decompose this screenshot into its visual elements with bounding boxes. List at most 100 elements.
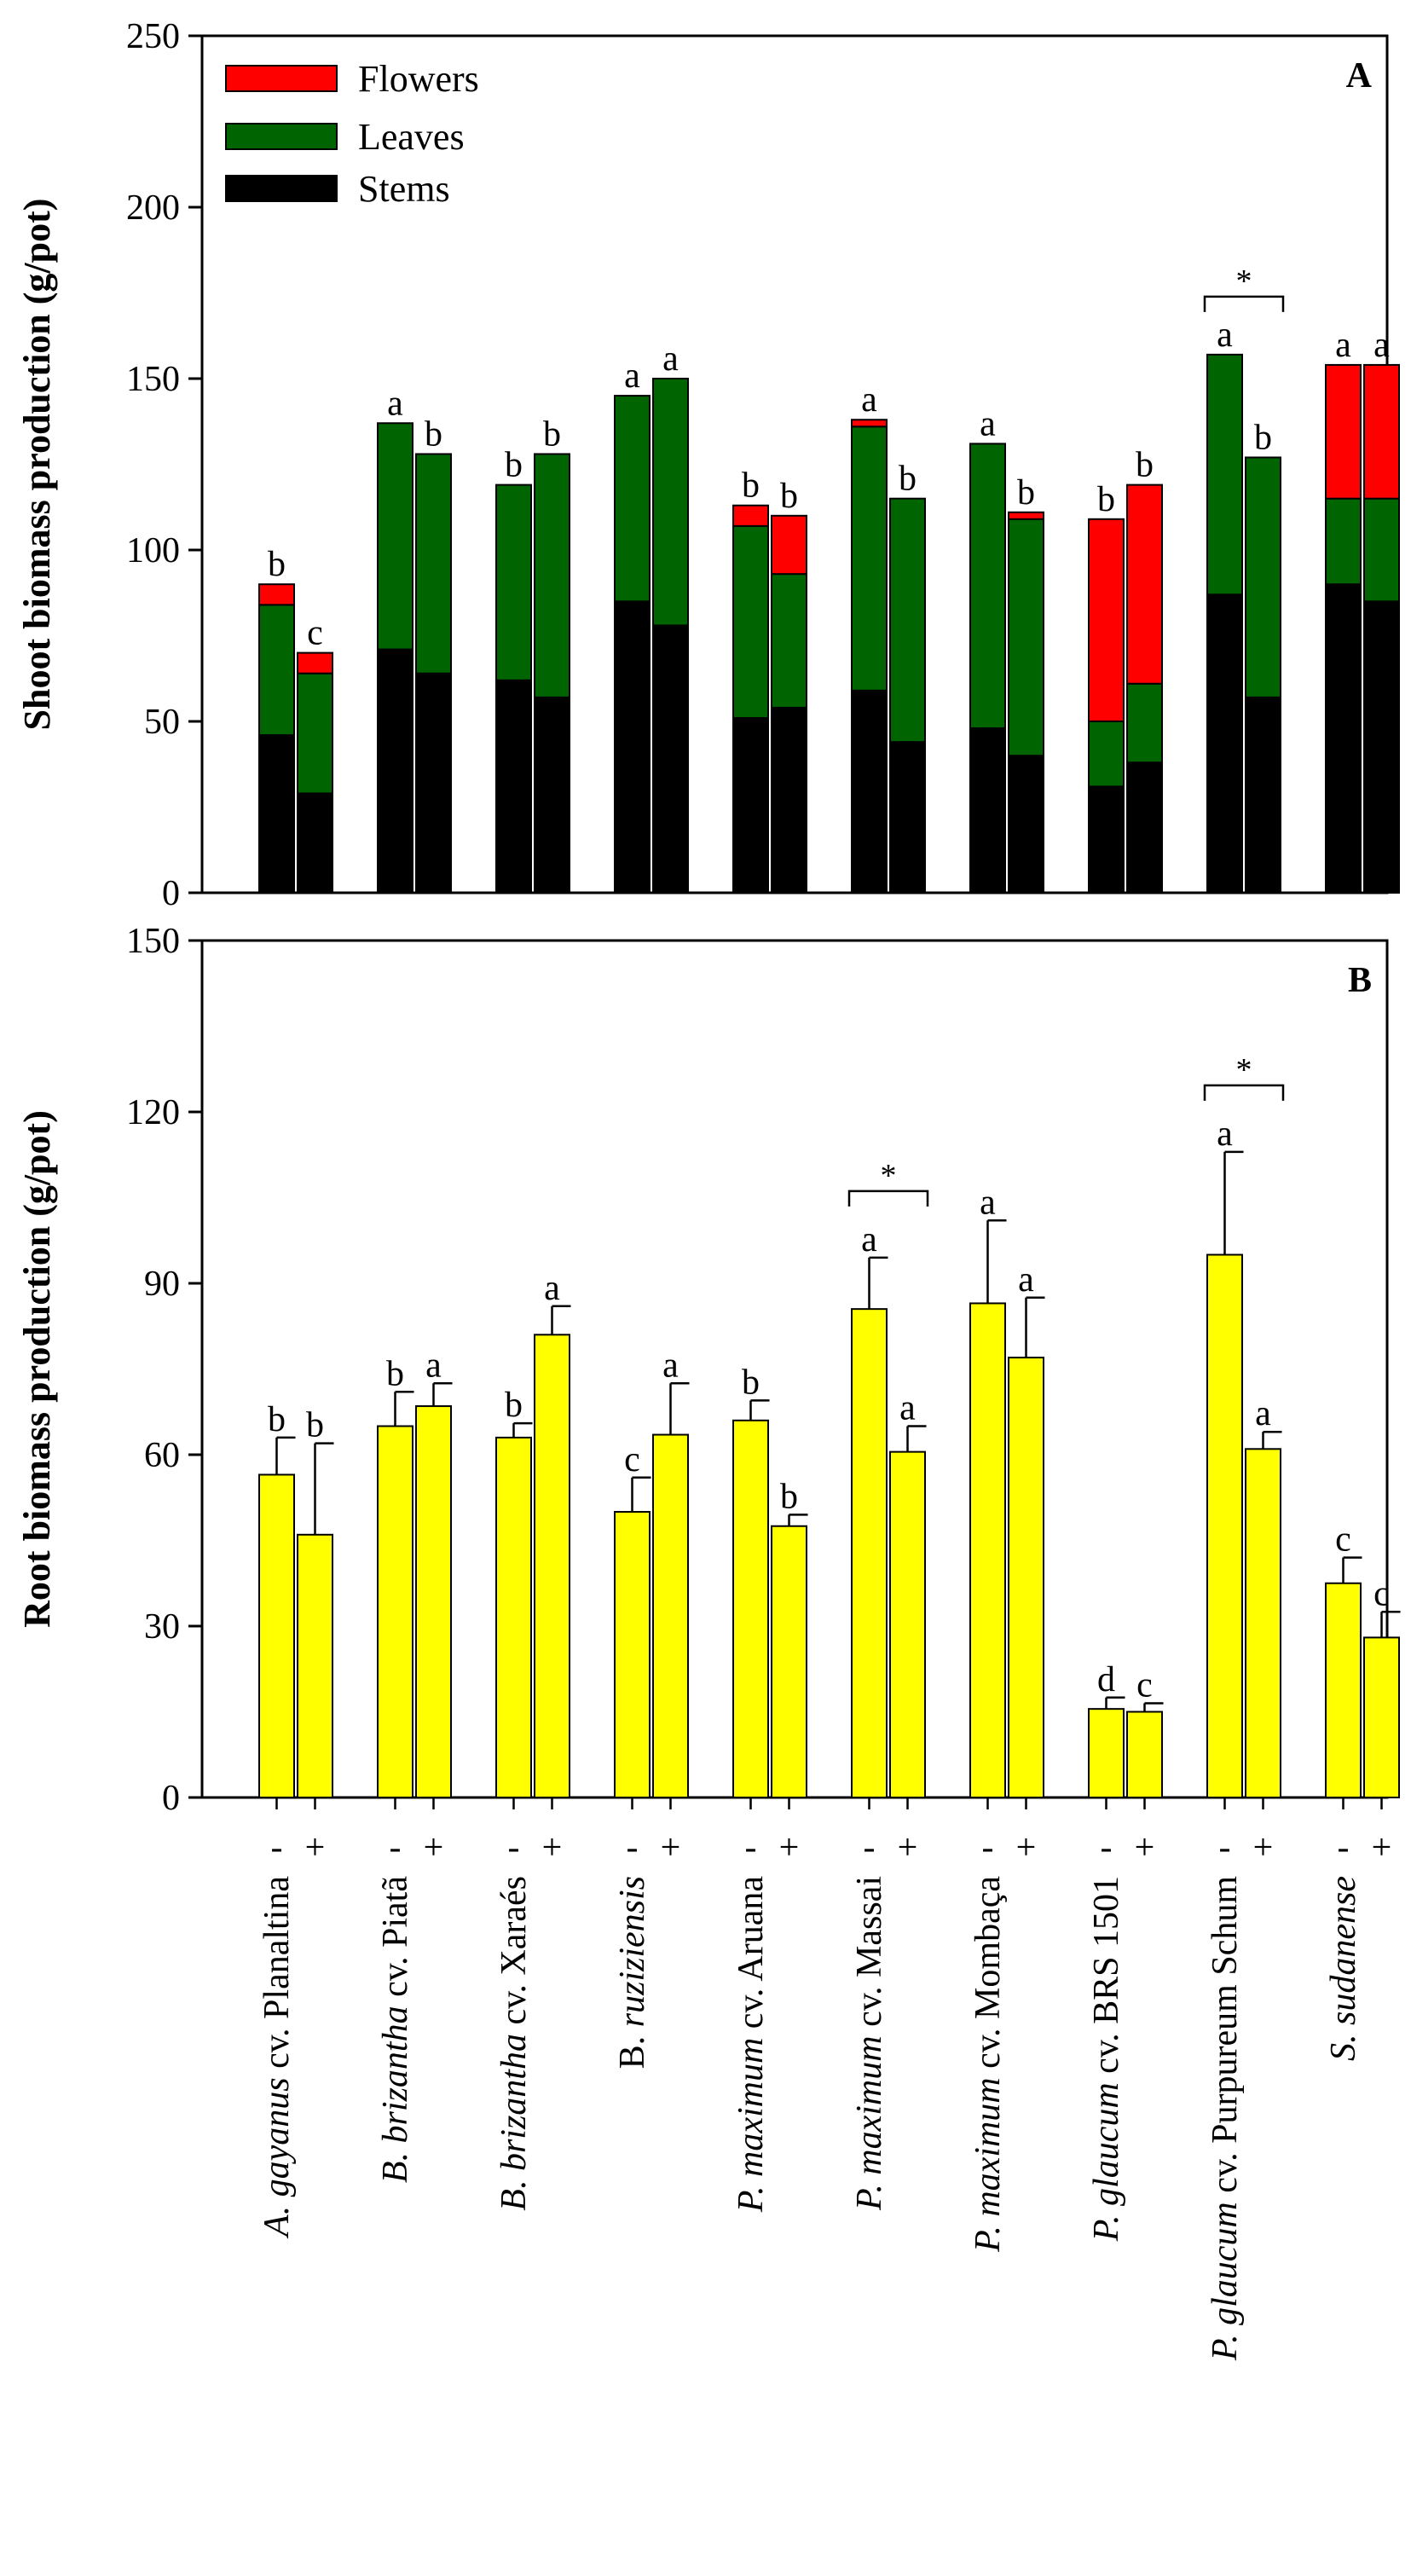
category-label-part: B. brizantha — [494, 2034, 534, 2211]
panel-b-bar — [851, 1308, 888, 1798]
treatment-label: - — [982, 1828, 994, 1867]
category-label-part: S. sudanense — [1324, 1876, 1363, 2061]
panel-a-sig-letter: b — [742, 466, 760, 506]
category-label-part: cv. BRS 1501 — [1087, 1876, 1126, 2082]
panel-b-bar — [377, 1425, 413, 1798]
category-label-part: cv. Mombaça — [969, 1876, 1008, 2078]
category-label-part: P. maximum — [850, 2035, 889, 2211]
panel-a-bar-flowers — [1008, 511, 1044, 520]
panel-b-sig-letter: a — [1018, 1260, 1034, 1300]
category-label-part: cv. Planaltina — [257, 1876, 297, 2078]
panel-b-sig-letter: b — [386, 1354, 404, 1393]
panel-a-bar-leaves — [297, 672, 333, 795]
category-label-part: cv. Xaraés — [494, 1876, 534, 2034]
panel-a-significance-star: * — [1236, 263, 1252, 299]
category-label: P. glaucum cv. Purpureum Schum — [1206, 1876, 1245, 2361]
panel-b-bar — [297, 1533, 333, 1799]
panel-a-letter: A — [1346, 56, 1373, 96]
panel-a-y-axis-label: Shoot biomass production (g/pot) — [16, 199, 58, 731]
panel-b-bar — [1245, 1448, 1281, 1799]
treatment-label: + — [661, 1828, 681, 1867]
panel-a-bar-leaves — [1126, 682, 1163, 764]
panel-b-sig-letter: b — [268, 1400, 286, 1439]
panel-b-sig-letter: b — [780, 1477, 798, 1516]
panel-a-bar-stems — [1206, 593, 1243, 894]
category-label-part: A. gayanus — [257, 2077, 297, 2239]
panel-a-bar-flowers — [1363, 363, 1400, 500]
panel-a-bar-leaves — [495, 483, 532, 681]
legend-label-leaves: Leaves — [358, 116, 465, 158]
panel-a-sig-letter: a — [980, 404, 996, 443]
panel-a-bar-leaves — [652, 378, 689, 627]
category-label-part: B. — [613, 2036, 652, 2069]
panel-a-bar-stems — [889, 741, 926, 894]
panel-b-y-tick-label: 60 — [144, 1436, 180, 1475]
panel-a-bar-stems — [732, 716, 769, 894]
panel-a-bar-flowers — [1126, 483, 1163, 685]
category-label-part: B. brizantha — [376, 2006, 415, 2183]
category-label: P. maximum cv. Massai — [850, 1876, 889, 2211]
panel-b-sig-letter: c — [1136, 1665, 1153, 1705]
panel-b-bar — [1325, 1582, 1362, 1798]
panel-b-sig-letter: b — [306, 1406, 324, 1445]
panel-a-sig-letter: a — [624, 356, 640, 396]
panel-a-sig-letter: b — [1097, 480, 1115, 519]
panel-a-sig-letter: b — [543, 414, 561, 454]
panel-a-bar-flowers — [1325, 363, 1362, 500]
category-label-part: P. maximum — [732, 2038, 771, 2214]
panel-a-bar-stems — [415, 672, 452, 894]
treatment-label: + — [1372, 1828, 1392, 1867]
panel-a-bar-flowers — [771, 514, 807, 576]
treatment-label: - — [1219, 1828, 1231, 1867]
panel-a-sig-letter: b — [268, 545, 286, 584]
legend-swatch-stems — [225, 175, 338, 202]
panel-b-sig-letter: a — [662, 1346, 679, 1385]
panel-b-significance-bracket — [1203, 1084, 1285, 1101]
panel-b-bar — [889, 1450, 926, 1799]
panel-a-bar-stems — [534, 696, 570, 894]
treatment-label: - — [271, 1828, 283, 1867]
panel-a-bar-flowers — [1088, 518, 1125, 722]
category-label-part: cv. Massai — [850, 1876, 889, 2035]
legend-label-flowers: Flowers — [358, 58, 479, 100]
treatment-label: - — [1101, 1828, 1113, 1867]
panel-a-sig-letter: b — [1136, 446, 1154, 485]
panel-a-bar-flowers — [851, 419, 888, 428]
panel-a-bar-stems — [771, 706, 807, 894]
panel-b-y-tick-label: 120 — [126, 1093, 180, 1132]
treatment-label: - — [390, 1828, 402, 1867]
panel-b-bar — [732, 1419, 769, 1799]
panel-b-bar — [534, 1334, 570, 1799]
panel-a-sig-letter: b — [780, 477, 798, 516]
treatment-label: + — [1135, 1828, 1155, 1867]
panel-a-sig-letter: a — [861, 380, 877, 420]
category-label: B. brizantha cv. Xaraés — [494, 1876, 534, 2211]
legend-label-stems: Stems — [358, 168, 450, 210]
panel-a-sig-letter: a — [1373, 326, 1390, 365]
panel-b-y-tick-label: 150 — [126, 922, 180, 961]
panel-b-bar — [495, 1436, 532, 1799]
panel-a-sig-letter: b — [505, 446, 523, 485]
treatment-label: + — [424, 1828, 444, 1867]
panel-b-significance-bracket — [847, 1190, 929, 1207]
treatment-label: + — [1253, 1828, 1274, 1867]
panel-a-bar-stems — [851, 689, 888, 894]
panel-b-bar — [652, 1433, 689, 1799]
panel-a-bar-leaves — [1088, 721, 1125, 788]
panel-b-y-tick-label: 30 — [144, 1607, 180, 1647]
panel-a-y-tick-label: 50 — [144, 703, 180, 742]
panel-b-sig-letter: c — [624, 1440, 640, 1479]
panel-a-bar-leaves — [1363, 497, 1400, 603]
panel-b-bar — [1363, 1636, 1400, 1799]
panel-a-bar-flowers — [732, 504, 769, 527]
panel-a-y-tick-label: 250 — [126, 17, 180, 56]
panel-b-sig-letter: c — [1373, 1574, 1390, 1613]
treatment-label: + — [542, 1828, 563, 1867]
panel-a-y-tick-label: 0 — [162, 874, 180, 913]
treatment-label: + — [779, 1828, 800, 1867]
panel-a-y-tick-label: 200 — [126, 188, 180, 228]
panel-a-bar-stems — [1008, 755, 1044, 894]
panel-b-letter: B — [1348, 961, 1372, 1000]
panel-b-y-tick-label: 90 — [144, 1265, 180, 1304]
treatment-label: - — [508, 1828, 520, 1867]
